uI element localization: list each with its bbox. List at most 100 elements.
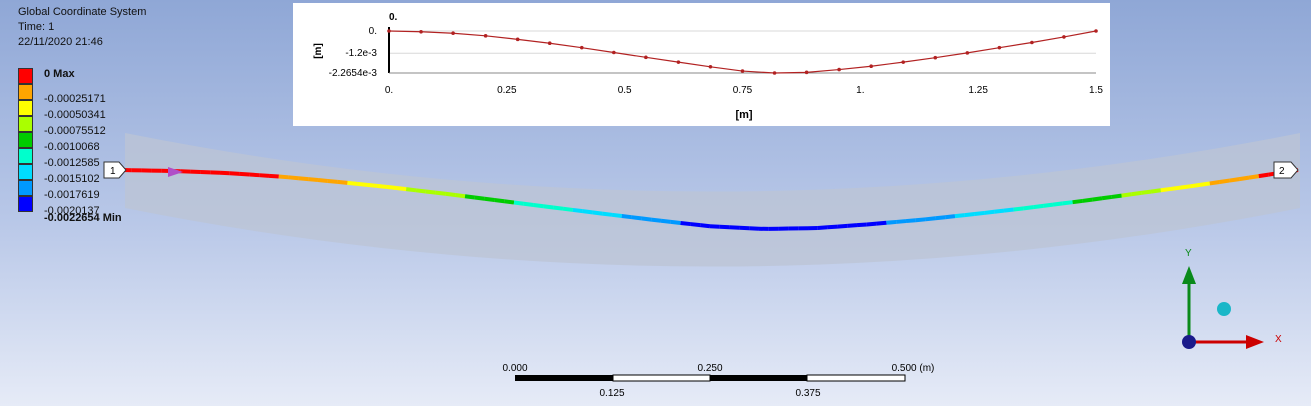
beam-segment [660, 218, 672, 224]
node-2-tag[interactable]: 2 [1273, 161, 1299, 179]
data-point [965, 51, 970, 55]
beam-segment [356, 181, 368, 187]
beam-segment [1180, 184, 1191, 190]
chart-top-label: 0. [389, 12, 398, 23]
beam-segment [1082, 197, 1093, 203]
beam-segment [876, 220, 887, 226]
node-2-label: 2 [1279, 166, 1285, 177]
beam-segment [817, 225, 828, 230]
beam-segment [1013, 206, 1024, 212]
beam-segment [680, 220, 691, 227]
beam-segment [1111, 193, 1122, 199]
isometric-view-ball-icon[interactable] [1217, 302, 1231, 316]
z-axis-icon [1182, 335, 1196, 349]
beam-segment [259, 173, 270, 178]
beam-segment [562, 206, 574, 212]
beam-segment [631, 215, 642, 221]
beam-segment [317, 178, 328, 183]
beam-segment [641, 216, 652, 222]
beam-segment [229, 171, 240, 176]
beam-segment [611, 212, 623, 218]
coordinate-system-label: Global Coordinate System [18, 6, 147, 18]
x-axis-unit: [m] [735, 109, 752, 121]
beam-segment [1062, 200, 1073, 206]
legend-swatch [18, 84, 33, 100]
node-1-tag[interactable]: 1 [103, 161, 127, 179]
beam-segment [464, 194, 476, 200]
data-point [837, 67, 841, 72]
data-point [772, 71, 777, 75]
result-header: Global Coordinate System Time: 1 22/11/2… [18, 5, 146, 50]
beam-segment [503, 199, 515, 205]
beam-segment [1287, 168, 1299, 174]
beam-segment [1101, 194, 1113, 201]
data-point [901, 60, 906, 64]
beam-segment [239, 171, 250, 177]
beam-segment [1278, 169, 1289, 176]
beam-segment [827, 224, 838, 230]
date-label: 22/11/2020 21:46 [18, 36, 103, 48]
triad-x-label: X [1275, 334, 1282, 345]
beam-segment [484, 196, 495, 202]
arrow-icon [168, 167, 183, 177]
beam-segment [847, 223, 858, 228]
beam-segment [896, 219, 907, 224]
beam-segment [699, 223, 711, 229]
beam-segment [376, 183, 387, 189]
beam-segment [582, 209, 593, 215]
legend-swatch [18, 116, 33, 132]
beam-segment [445, 191, 456, 198]
beam-segment [592, 210, 603, 216]
x-tick-label: 1.5 [1089, 85, 1103, 96]
deformation-chart: 0. [m] [m] 0.-1.2e-3-2.2654e-30. 0.25 0.5 0… [313, 12, 1103, 121]
beam-segment [1248, 174, 1260, 180]
beam-segment [709, 224, 720, 229]
legend-value: -0.0017619 [44, 189, 100, 201]
beam-segment [1003, 207, 1015, 213]
beam-segment [533, 203, 544, 209]
x-tick-label: 0. [385, 85, 393, 96]
beam-segment [925, 216, 936, 222]
legend-max-label: 0 Max [44, 68, 75, 80]
legend-swatch [18, 132, 33, 148]
x-tick-label: 1. [856, 85, 864, 96]
y-arrow-head-icon [1182, 266, 1196, 284]
beam-segment [1258, 172, 1269, 179]
beam-segment [405, 187, 417, 193]
beam-segment [837, 223, 848, 229]
beam-segment [1268, 171, 1279, 177]
x-arrow-head-icon [1246, 335, 1264, 349]
x-tick-label: 0.25 [497, 85, 517, 96]
beam-segment [1140, 189, 1152, 195]
beam-segment [886, 219, 897, 225]
beam-segment [425, 189, 436, 195]
beam-segment [386, 184, 397, 191]
beam-segment [552, 205, 564, 211]
beam-segment [1189, 182, 1201, 189]
y-axis-unit: [m] [313, 43, 324, 59]
node-1-label: 1 [110, 166, 116, 177]
deformation-graph-panel[interactable]: 0. [m] [m] 0. -1.2e-3 -2.2654e-3 0. 0.25 0.5 0… [293, 3, 1110, 126]
beam-segment [915, 217, 926, 223]
data-point [547, 41, 552, 46]
beam-segment [278, 174, 289, 180]
data-point [869, 64, 873, 69]
beam-segment [670, 219, 681, 225]
beam-segment [650, 217, 662, 223]
beam-segment [337, 179, 348, 185]
beam-segment [690, 222, 701, 228]
y-tick-label: -2.2654e-3 [329, 68, 378, 79]
legend-value: -0.0012585 [44, 157, 100, 169]
y-tick-label: 0. [369, 26, 377, 37]
data-point [419, 29, 423, 34]
beam-segment [572, 207, 583, 214]
data-point [387, 29, 391, 33]
data-point [612, 50, 616, 55]
x-tick-label: 0.5 [618, 85, 632, 96]
beam-segment [964, 212, 975, 218]
beam-segment [993, 208, 1005, 214]
coordinate-triad[interactable]: Y X [1160, 240, 1290, 370]
scale-label: 0.000 [502, 363, 527, 374]
data-point [1062, 35, 1066, 39]
data-point [483, 34, 488, 38]
